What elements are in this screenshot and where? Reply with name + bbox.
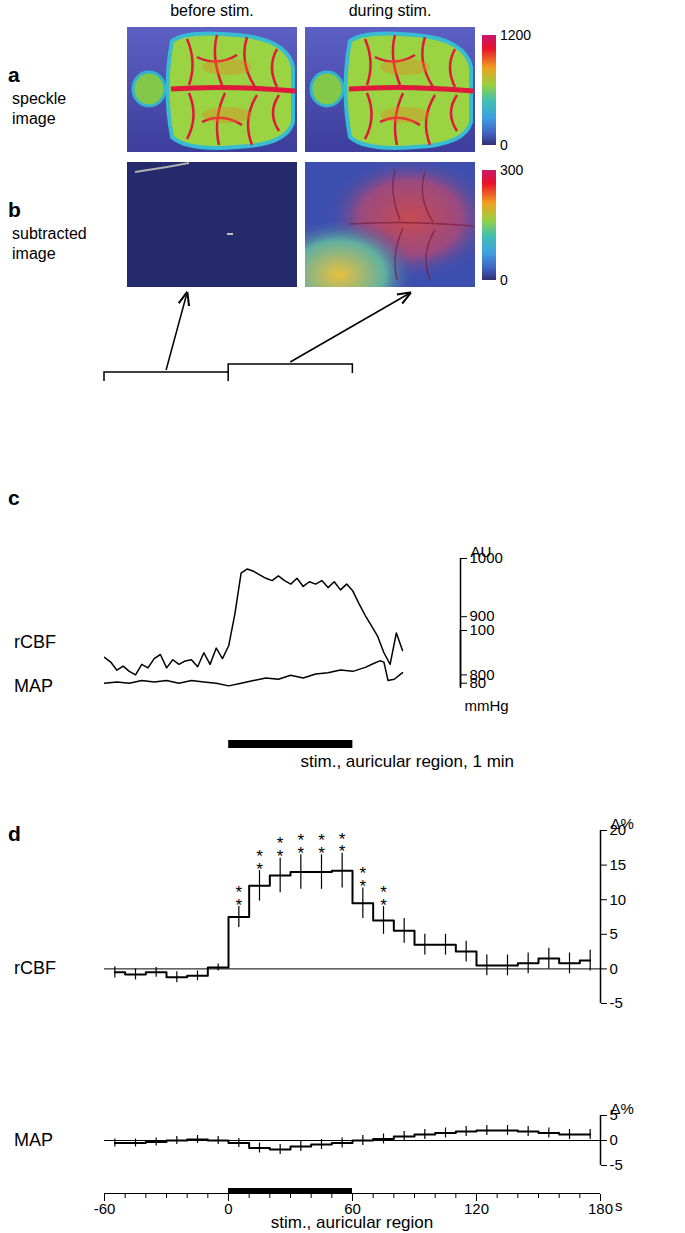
- svg-text:5: 5: [610, 925, 618, 942]
- svg-text:**: **: [360, 864, 367, 896]
- html-text:0: 0: [500, 272, 508, 288]
- html-text:d: d: [8, 822, 21, 845]
- svg-text:0: 0: [610, 960, 618, 977]
- svg-text:900: 900: [469, 607, 495, 625]
- html-text:300: 300: [500, 162, 524, 178]
- svg-text:**: **: [339, 830, 346, 862]
- html-text:rCBF: rCBF: [14, 632, 56, 652]
- svg-text:-5: -5: [610, 994, 623, 1011]
- html-text:before stim.: before stim.: [170, 2, 254, 19]
- html-text:1200: 1200: [500, 27, 532, 43]
- html-text:rCBF: rCBF: [14, 958, 56, 978]
- svg-text:0: 0: [610, 1131, 618, 1148]
- svg-text:Δ%: Δ%: [611, 1100, 634, 1117]
- html-text:subtracted image: subtracted image: [12, 225, 87, 262]
- svg-text:120: 120: [464, 1200, 489, 1217]
- html-text:b: b: [8, 198, 21, 221]
- html-text:stim., auricular region: stim., auricular region: [270, 1213, 434, 1232]
- svg-text:AU: AU: [471, 543, 492, 560]
- html-text:0: 0: [500, 137, 508, 153]
- svg-text:-5: -5: [610, 1156, 623, 1173]
- svg-text:-60: -60: [94, 1200, 116, 1217]
- svg-text:**: **: [380, 883, 387, 915]
- html-text:during stim.: during stim.: [348, 2, 432, 19]
- svg-text:**: **: [256, 847, 263, 879]
- html-text:MAP: MAP: [14, 1130, 53, 1150]
- svg-text:0: 0: [224, 1200, 232, 1217]
- svg-text:10: 10: [610, 891, 627, 908]
- html-text:speckle image: speckle image: [12, 90, 67, 127]
- svg-text:**: **: [318, 831, 325, 863]
- svg-text:**: **: [277, 834, 284, 866]
- svg-text:180: 180: [588, 1200, 613, 1217]
- svg-text:15: 15: [610, 856, 627, 873]
- svg-text:**: **: [298, 831, 305, 863]
- svg-text:100: 100: [470, 621, 495, 638]
- svg-text:60: 60: [344, 1200, 361, 1218]
- html-text:stim., auricular region, 1 min: stim., auricular region, 1 min: [300, 752, 514, 771]
- svg-text:s: s: [615, 1197, 623, 1214]
- svg-text:mmHg: mmHg: [465, 697, 509, 714]
- svg-text:80: 80: [470, 674, 487, 691]
- svg-text:**: **: [236, 883, 243, 915]
- svg-text:Δ%: Δ%: [611, 815, 634, 832]
- html-text:a: a: [8, 63, 20, 86]
- html-text:c: c: [8, 486, 20, 509]
- html-text:MAP: MAP: [14, 676, 53, 696]
